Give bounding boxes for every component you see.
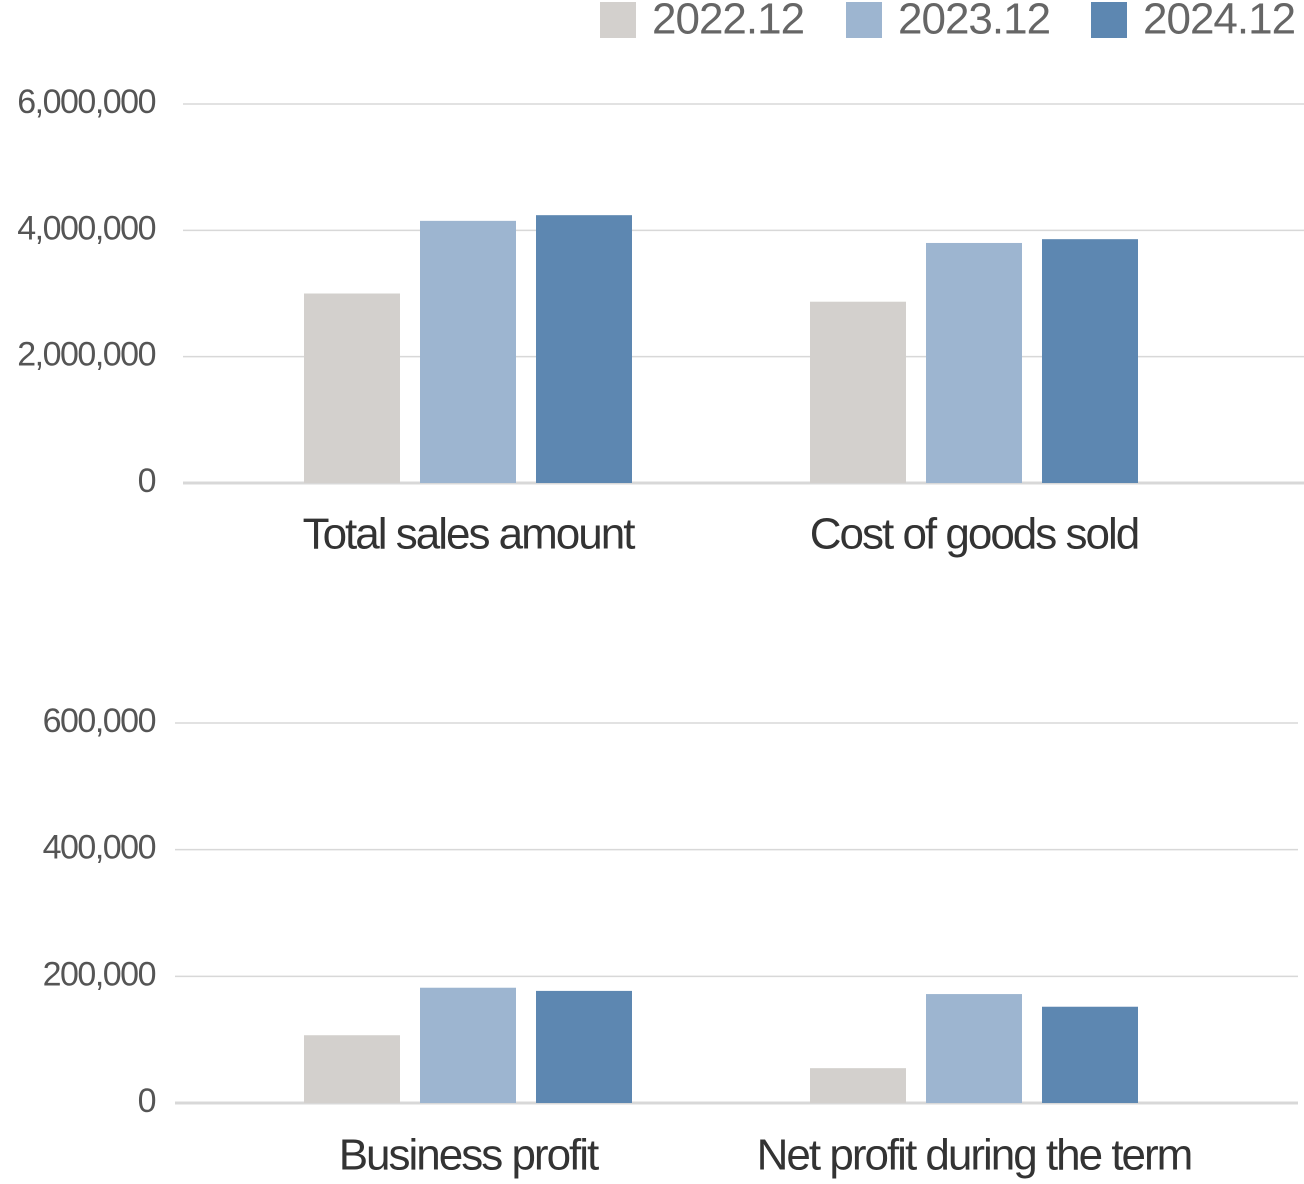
y-tick-label: 4,000,000: [17, 209, 155, 247]
y-tick-label: 400,000: [43, 829, 156, 867]
bar: [536, 215, 632, 483]
legend-swatch: [846, 2, 882, 38]
legend-swatch: [1091, 2, 1127, 38]
legend-label: 2022.12: [652, 0, 804, 44]
bar: [304, 293, 400, 483]
x-tick-label: Business profit: [339, 1131, 599, 1180]
bar: [536, 990, 632, 1103]
bar: [926, 994, 1022, 1103]
bar: [926, 242, 1022, 483]
y-tick-label: 0: [138, 462, 156, 500]
x-tick-label: Total sales amount: [303, 510, 636, 559]
bar: [1042, 1006, 1138, 1103]
y-tick-label: 200,000: [43, 955, 156, 993]
bar: [420, 987, 516, 1103]
legend-label: 2024.12: [1143, 0, 1295, 44]
bar: [810, 301, 906, 483]
x-tick-label: Net profit during the term: [757, 1131, 1192, 1180]
bar: [420, 220, 516, 483]
legend-swatch: [600, 2, 636, 38]
y-tick-label: 0: [138, 1082, 156, 1120]
bar: [810, 1068, 906, 1103]
y-tick-label: 600,000: [43, 702, 156, 740]
legend-label: 2023.12: [898, 0, 1050, 44]
x-tick-label: Cost of goods sold: [810, 510, 1138, 559]
bar: [304, 1035, 400, 1103]
y-tick-label: 2,000,000: [17, 336, 155, 374]
bar: [1042, 239, 1138, 483]
y-tick-label: 6,000,000: [17, 83, 155, 121]
